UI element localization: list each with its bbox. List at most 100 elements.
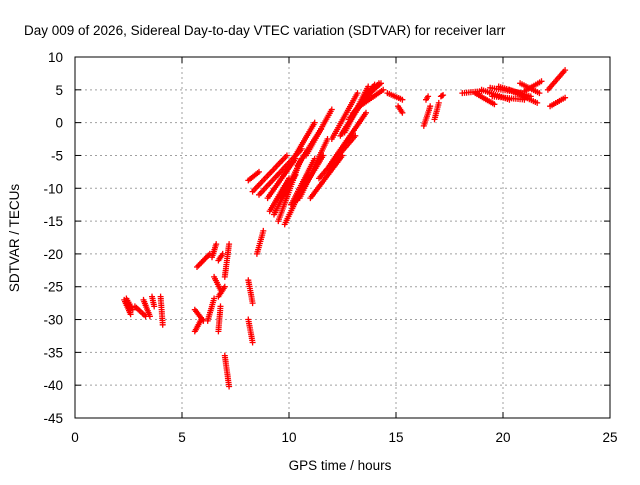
- data-track: [123, 295, 136, 313]
- data-track: [423, 93, 432, 103]
- x-axis-label: GPS time / hours: [289, 458, 392, 473]
- data-point-markers: [194, 250, 213, 270]
- data-track: [296, 136, 331, 202]
- data-track: [420, 103, 434, 129]
- data-track: [431, 99, 442, 123]
- data-track: [521, 78, 545, 95]
- x-tick-label: 10: [281, 430, 296, 445]
- data-track: [437, 92, 447, 100]
- data-track: [194, 250, 213, 270]
- data-point-markers: [264, 155, 299, 202]
- data-track: [544, 67, 569, 93]
- y-tick-label: -20: [43, 247, 63, 262]
- data-point-markers: [296, 136, 331, 202]
- data-track: [191, 306, 207, 324]
- data-track: [384, 90, 406, 103]
- data-point-markers: [384, 90, 406, 103]
- x-tick-label: 25: [602, 430, 617, 445]
- y-tick-label: -5: [51, 148, 63, 163]
- data-point-markers: [253, 227, 267, 257]
- data-point-markers: [363, 80, 384, 100]
- y-tick-label: -15: [43, 214, 63, 229]
- data-point-markers: [489, 93, 528, 103]
- data-track: [356, 86, 387, 110]
- data-track: [221, 352, 233, 390]
- data-point-markers: [431, 99, 442, 123]
- data-track: [131, 303, 149, 320]
- x-tick-label: 20: [495, 430, 510, 445]
- data-point-markers: [307, 152, 346, 202]
- data-point-markers: [547, 94, 569, 110]
- y-tick-label: -40: [43, 378, 63, 393]
- data-point-markers: [249, 152, 290, 195]
- y-tick-label: -30: [43, 313, 63, 328]
- data-point-markers: [221, 352, 233, 390]
- data-point-markers: [140, 296, 153, 320]
- data-track: [472, 90, 498, 108]
- data-track: [307, 152, 346, 202]
- data-track: [121, 296, 134, 318]
- data-track: [140, 296, 153, 320]
- y-tick-label: 5: [55, 83, 63, 98]
- data-point-markers: [121, 296, 134, 318]
- data-point-markers: [521, 78, 545, 95]
- data-track: [245, 316, 256, 346]
- data-point-markers: [221, 241, 233, 280]
- data-point-markers: [356, 86, 387, 110]
- data-track: [215, 250, 226, 264]
- y-tick-label: -45: [43, 411, 63, 426]
- data-track: [215, 283, 228, 300]
- data-point-markers: [328, 90, 361, 142]
- data-point-markers: [209, 241, 220, 261]
- data-track: [292, 119, 318, 159]
- data-point-markers: [245, 316, 256, 346]
- grid-layer: [75, 57, 610, 418]
- chart-title: Day 009 of 2026, Sidereal Day-to-day VTE…: [24, 23, 506, 38]
- x-tick-label: 5: [178, 430, 186, 445]
- data-point-markers: [191, 306, 207, 324]
- data-track: [489, 93, 528, 103]
- axis-layer: 0 5 10 15 20 25 -45 -40 -35 -30 -25 -20 -15 -10 -5 0 5 10: [43, 50, 617, 445]
- data-track: [245, 168, 262, 184]
- data-track: [249, 152, 290, 195]
- data-point-markers: [215, 303, 224, 335]
- x-tick-label: 0: [71, 430, 79, 445]
- data-point-markers: [157, 293, 166, 328]
- data-point-markers: [506, 86, 541, 106]
- data-track: [303, 106, 335, 159]
- data-track: [157, 293, 166, 328]
- data-point-markers: [472, 90, 498, 108]
- data-point-markers: [437, 92, 447, 100]
- data-point-markers: [123, 295, 136, 313]
- y-tick-label: -10: [43, 181, 63, 196]
- data-track: [209, 241, 220, 261]
- data-point-markers: [544, 67, 569, 93]
- data-track: [547, 94, 569, 110]
- y-tick-label: -35: [43, 345, 63, 360]
- data-point-markers: [245, 277, 256, 307]
- data-point-markers: [215, 250, 226, 264]
- data-point-markers: [292, 119, 318, 159]
- data-track: [266, 175, 292, 215]
- x-tick-label: 15: [388, 430, 403, 445]
- data-point-markers: [303, 106, 335, 159]
- y-tick-label: 0: [55, 116, 63, 131]
- data-point-markers: [395, 103, 406, 116]
- data-track: [363, 80, 384, 100]
- data-track: [253, 227, 267, 257]
- data-point-markers: [204, 295, 218, 324]
- data-point-markers: [266, 175, 292, 215]
- data-track: [326, 109, 369, 169]
- y-tick-label: -25: [43, 280, 63, 295]
- data-track: [245, 277, 256, 307]
- data-track: [221, 241, 233, 280]
- data-point-markers: [149, 293, 158, 310]
- data-track: [149, 293, 158, 310]
- y-tick-label: 10: [48, 50, 63, 65]
- data-track: [264, 155, 299, 202]
- data-point-markers: [131, 303, 149, 320]
- plot-frame: [74, 56, 611, 419]
- data-track: [215, 303, 224, 335]
